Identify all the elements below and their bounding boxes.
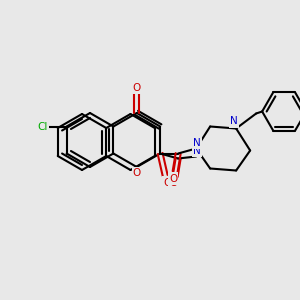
Text: O: O	[133, 83, 141, 93]
Text: O: O	[169, 173, 177, 184]
Text: O: O	[133, 168, 141, 178]
Text: N: N	[193, 137, 201, 148]
Text: N: N	[193, 146, 201, 155]
Text: O: O	[163, 178, 171, 188]
Text: Cl: Cl	[38, 122, 48, 131]
Text: N: N	[230, 116, 238, 127]
Text: O: O	[169, 178, 177, 188]
